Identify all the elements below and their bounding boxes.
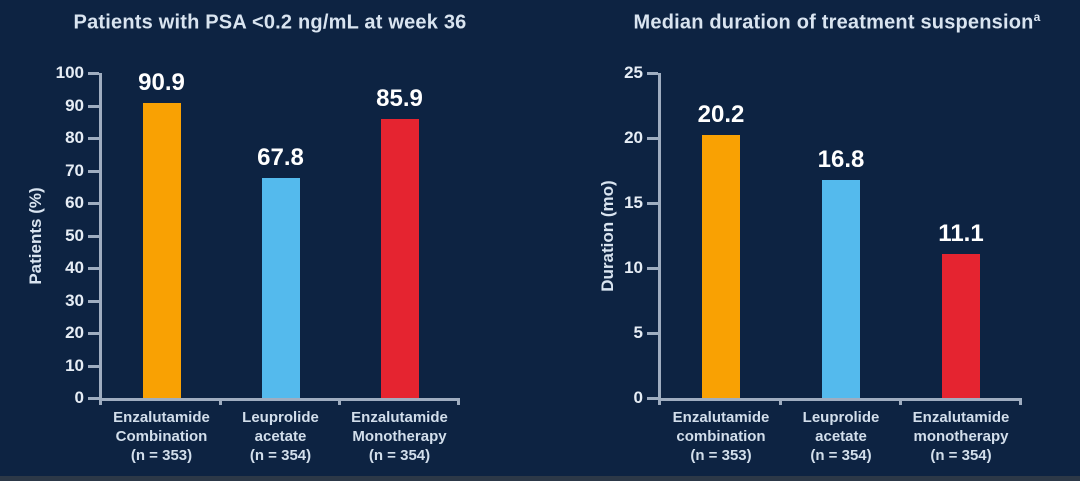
y-axis-tick-label: 20 xyxy=(624,128,643,147)
y-axis-tick xyxy=(88,332,99,335)
y-axis-tick-label: 30 xyxy=(65,290,84,310)
x-axis-tick xyxy=(457,398,460,405)
x-axis-tick xyxy=(779,398,782,405)
y-axis-tick-label: 90 xyxy=(65,95,84,115)
left-chart-title-text: Patients with PSA <0.2 ng/mL at week 36 xyxy=(73,11,467,34)
x-axis-category-label: Enzalutamide combination (n = 353) xyxy=(656,408,786,465)
x-axis-category-label-line: Enzalutamide xyxy=(672,409,770,426)
x-axis-tick xyxy=(899,398,902,405)
y-axis-tick xyxy=(88,267,99,270)
bar-value-label: 85.9 xyxy=(376,84,423,112)
bar-red xyxy=(942,253,980,398)
y-axis-tick-label: 100 xyxy=(55,63,84,82)
y-axis-tick-label: 10 xyxy=(65,355,84,375)
x-axis-category-label-line: Enzalutamide xyxy=(351,409,448,426)
x-axis-category-label-line: Monotherapy xyxy=(352,428,447,445)
y-axis-tick-label: 70 xyxy=(65,160,84,180)
y-axis-tick xyxy=(88,72,99,75)
y-axis-tick xyxy=(88,137,99,140)
y-axis-tick xyxy=(647,397,658,400)
x-axis-category-label-line: (n = 354) xyxy=(368,447,431,464)
y-axis-tick-label: 15 xyxy=(624,193,643,212)
y-axis-tick-label: 40 xyxy=(65,258,84,277)
right-chart-panel: Median duration of treatment suspensiona… xyxy=(540,0,1080,481)
x-axis-category-label: Enzalutamide Combination (n = 353) xyxy=(97,408,226,465)
bar-value-label: 20.2 xyxy=(697,101,745,129)
right-chart-title: Median duration of treatment suspensiona xyxy=(567,10,1080,35)
bar-value-label: 90.9 xyxy=(138,68,185,96)
left-chart-panel: Patients with PSA <0.2 ng/mL at week 36 … xyxy=(0,10,540,464)
x-axis-category-label-line: Leuprolide xyxy=(242,409,319,426)
y-axis-tick-label: 0 xyxy=(74,388,84,407)
x-axis-category-label-line: (n = 354) xyxy=(930,447,992,464)
y-axis-tick xyxy=(88,364,99,368)
y-axis-tick xyxy=(88,234,99,238)
x-axis-category-label: Enzalutamide Monotherapy (n = 354) xyxy=(335,408,464,465)
bar-orange xyxy=(142,102,181,398)
x-axis-category-label-line: (n = 354) xyxy=(810,447,872,464)
y-axis-tick xyxy=(647,137,658,140)
y-axis-tick xyxy=(88,104,99,108)
x-axis-tick xyxy=(338,398,341,405)
bottom-edge-strip xyxy=(0,476,1080,481)
y-axis-tick xyxy=(647,267,658,270)
bar-value-label: 11.1 xyxy=(938,219,984,247)
x-axis-category-label-line: Combination xyxy=(115,428,208,445)
x-axis-tick xyxy=(219,398,222,405)
y-axis-tick xyxy=(88,299,99,303)
x-axis-category-label: Leuprolide acetate (n = 354) xyxy=(776,408,906,465)
x-axis-category-label-line: monotherapy xyxy=(913,428,1009,445)
y-axis-tick-label: 10 xyxy=(624,258,643,277)
y-axis-tick-label: 0 xyxy=(633,388,643,407)
x-axis-category-label-line: Leuprolide xyxy=(802,409,880,426)
x-axis-tick xyxy=(1019,398,1022,405)
right-chart-plot-area: 0 5 10 15 20 25 20.2 Enzalutamide combination (n … xyxy=(624,63,1022,464)
x-axis-category-label-line: Enzalutamide xyxy=(912,409,1010,426)
y-axis-tick-label: 50 xyxy=(65,225,84,245)
y-axis-tick xyxy=(647,332,658,335)
bar-red xyxy=(380,118,419,398)
y-axis-tick-label: 5 xyxy=(633,323,643,342)
x-axis-category-label-line: (n = 354) xyxy=(249,447,312,464)
right-chart-y-axis-label: Duration (mo) xyxy=(598,180,617,292)
bar-blue xyxy=(822,179,860,398)
left-chart-plot-area: 0 10 20 30 40 50 60 70 80 90 100 90.9 Enzalutamide Co… xyxy=(56,63,460,464)
y-axis-tick-label: 60 xyxy=(65,193,84,212)
x-axis-category-label-line: acetate xyxy=(254,428,307,445)
x-axis-category-label-line: Enzalutamide xyxy=(113,409,210,426)
x-axis-tick xyxy=(658,398,661,405)
y-axis-tick-label: 20 xyxy=(65,323,84,342)
right-chart-title-text: Median duration of treatment suspension xyxy=(633,11,1034,34)
bar-value-label: 16.8 xyxy=(817,145,865,173)
x-axis-tick xyxy=(99,398,102,405)
y-axis-tick xyxy=(88,202,99,205)
x-axis-category-label: Enzalutamide monotherapy (n = 354) xyxy=(896,408,1026,465)
bar-orange xyxy=(702,135,740,398)
x-axis-category-label: Leuprolide acetate (n = 354) xyxy=(216,408,345,465)
y-axis-tick xyxy=(647,202,658,205)
x-axis-category-label-line: (n = 353) xyxy=(690,447,752,464)
bar-value-label: 67.8 xyxy=(257,143,304,171)
y-axis-tick-label: 80 xyxy=(65,128,84,147)
x-axis-category-label-line: combination xyxy=(676,428,766,445)
y-axis-tick xyxy=(88,169,99,173)
y-axis-tick-label: 25 xyxy=(624,63,643,82)
right-chart-title-superscript: a xyxy=(1033,10,1041,24)
y-axis-tick xyxy=(88,397,99,400)
bar-blue xyxy=(261,177,300,398)
x-axis-category-label-line: (n = 353) xyxy=(130,447,193,464)
x-axis-category-label-line: acetate xyxy=(815,428,867,445)
left-chart-title: Patients with PSA <0.2 ng/mL at week 36 xyxy=(0,10,540,35)
y-axis-tick xyxy=(647,72,658,75)
